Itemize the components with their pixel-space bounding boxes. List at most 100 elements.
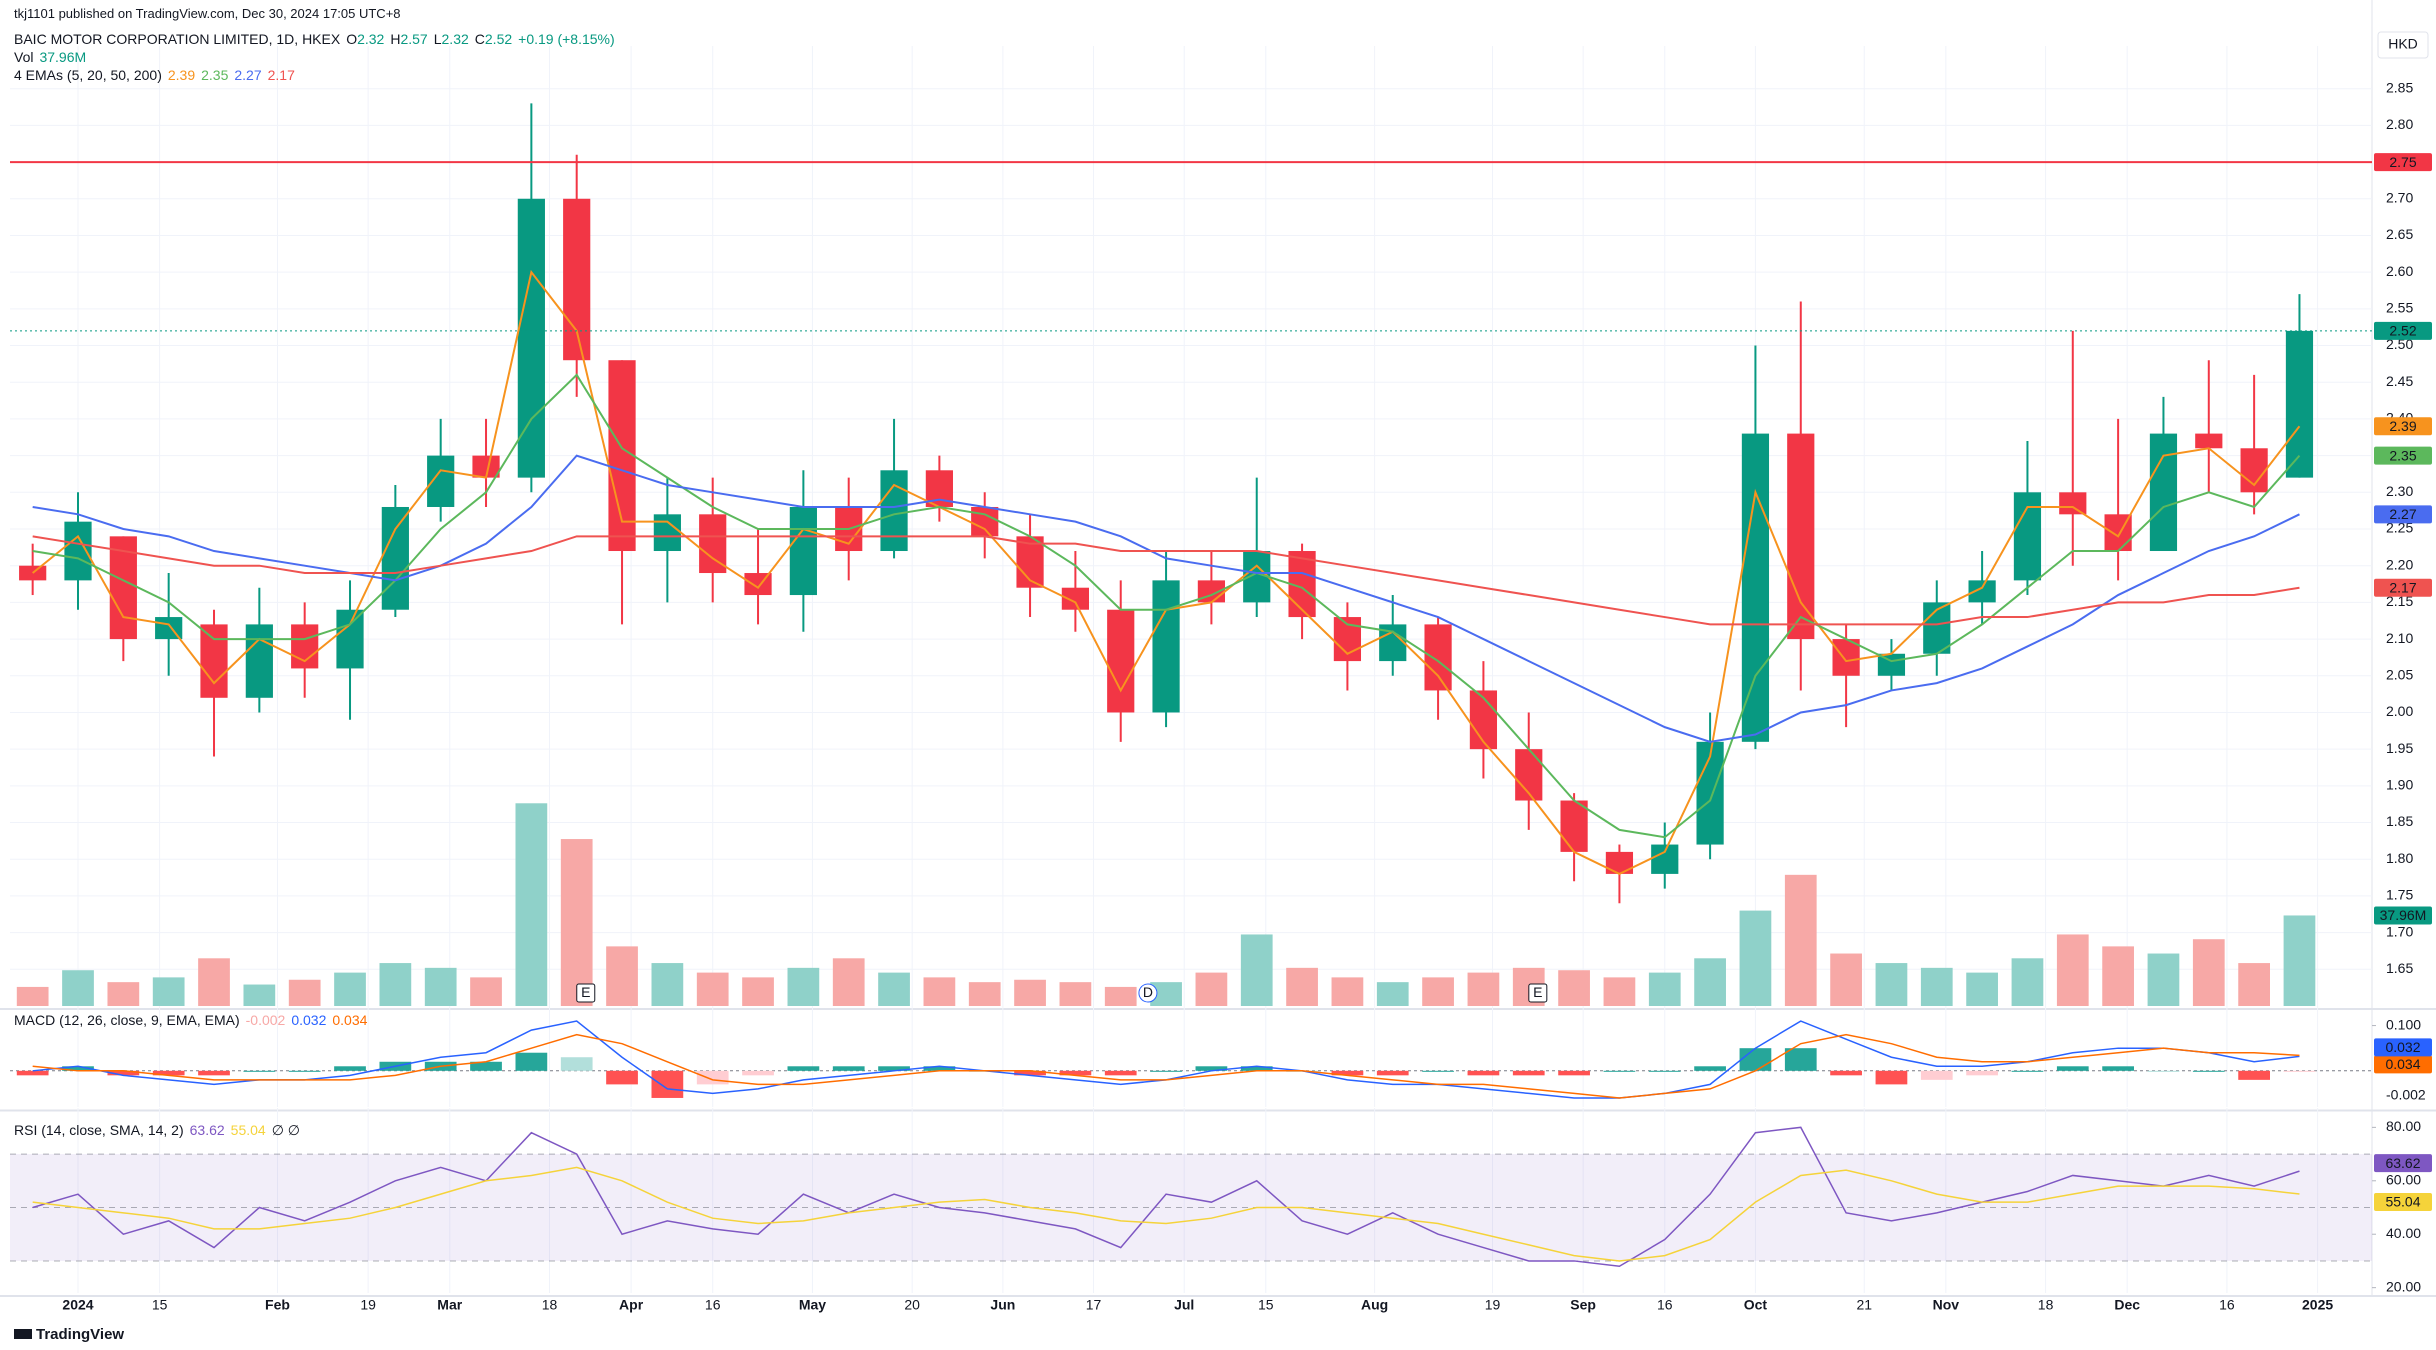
candle-body [1787, 433, 1815, 640]
volume-bar [515, 803, 548, 1006]
volume-bar [1558, 970, 1590, 1006]
volume-bar [787, 967, 820, 1006]
candle-body [200, 624, 228, 698]
volume-bar [288, 979, 321, 1006]
volume-name: Vol [14, 49, 34, 65]
volume-bar [62, 970, 94, 1006]
currency-box [2377, 31, 2429, 59]
price-badge [2374, 321, 2432, 340]
volume-bar [1603, 977, 1636, 1006]
volume-bar [1784, 874, 1817, 1006]
candle-body [1560, 800, 1588, 852]
volume-bar [1648, 972, 1681, 1006]
volume-bar [2147, 953, 2180, 1006]
x-tick-label: 2025 [2302, 1297, 2333, 1313]
footer-text: TradingView [36, 1326, 125, 1343]
candle-body [2149, 433, 2178, 552]
macd-histogram-bar [1920, 1070, 1953, 1080]
macd-histogram-bar [878, 1066, 910, 1071]
volume-bar [832, 958, 865, 1006]
price-badge [2374, 153, 2432, 172]
event-marker [576, 983, 596, 1003]
x-tick-label: 19 [360, 1297, 376, 1313]
price-badge [2374, 1038, 2432, 1057]
ema-value: 2.27 [234, 67, 262, 83]
ema-value: 2.39 [167, 67, 196, 83]
y-tick-label: 0.100 [2386, 1016, 2421, 1032]
candle-body [245, 624, 273, 698]
symbol-title: BAIC MOTOR CORPORATION LIMITED, 1D, HKEX [14, 31, 341, 47]
macd-histogram-bar [2011, 1070, 2044, 1072]
volume-value: 37.96M [39, 49, 87, 65]
price-badge [2374, 1193, 2432, 1212]
y-tick-label: 20.00 [2386, 1278, 2421, 1294]
candle-body [1605, 851, 1634, 874]
macd-histogram-bar [1558, 1070, 1590, 1076]
x-tick-label: 16 [1657, 1297, 1673, 1313]
macd-histogram-bar [1739, 1048, 1772, 1071]
volume-bar [1920, 967, 1953, 1006]
y-tick-label: 2.85 [2386, 79, 2413, 95]
ema-line [32, 535, 2300, 626]
y-tick-label: 1.85 [2386, 813, 2413, 829]
candle-body [971, 506, 999, 537]
ema-line [32, 373, 2301, 839]
footer: TradingView [14, 1326, 130, 1343]
macd-histogram-bar [515, 1052, 548, 1071]
x-tick-label: 16 [705, 1297, 721, 1313]
macd-histogram-bar [1104, 1070, 1137, 1076]
volume-bar [1059, 982, 1092, 1006]
price-badge [2374, 446, 2432, 465]
quote-value: 2.57 [400, 31, 428, 47]
macd-histogram-bar [334, 1066, 366, 1071]
quote-value: 2.32 [441, 31, 469, 47]
ema-row: 4 EMAs (5, 20, 50, 200) 2.39 2.35 2.27 2.17 [14, 67, 301, 83]
macd-histogram-bar [832, 1066, 865, 1071]
macd-histogram-bar [1195, 1066, 1228, 1071]
volume-bar [2011, 958, 2044, 1006]
volume-bar [1739, 910, 1772, 1006]
macd-value: 0.032 [291, 1012, 327, 1028]
macd-histogram-bar [1694, 1066, 1726, 1071]
x-tick-label: 21 [1856, 1297, 1872, 1313]
quote-label: C [474, 31, 485, 47]
macd-histogram-bar [288, 1070, 321, 1072]
candle-body [1061, 587, 1089, 610]
event-marker [1528, 983, 1548, 1003]
macd-histogram-bar [1059, 1070, 1092, 1076]
candle-body [1832, 639, 1860, 676]
price-badge-label: 2.39 [2389, 418, 2416, 434]
quote-value: 2.52 [484, 31, 513, 47]
price-badge-label: 0.034 [2385, 1056, 2420, 1072]
x-tick-label: Oct [1744, 1297, 1768, 1313]
volume-bar [968, 982, 1001, 1006]
price-badge-label: 2.17 [2389, 579, 2416, 595]
macd-histogram-bar [2147, 1070, 2180, 1072]
candle-body [2285, 330, 2314, 478]
macd-histogram-bar [560, 1057, 593, 1071]
ema-line [32, 454, 2300, 743]
macd-histogram-bar [470, 1061, 502, 1071]
macd-histogram-bar [651, 1070, 684, 1098]
macd-histogram-bar [2192, 1070, 2225, 1072]
y-tick-label: 2.25 [2386, 520, 2413, 536]
volume-bar [696, 972, 729, 1006]
price-badge [2374, 1154, 2432, 1173]
macd-histogram-bar [1014, 1070, 1046, 1076]
quote-value: 2.32 [357, 31, 385, 47]
rsi-value: 63.62 [189, 1122, 225, 1138]
price-badge-label: 2.52 [2389, 323, 2416, 339]
y-tick-label: 1.80 [2386, 850, 2413, 866]
macd-title: MACD (12, 26, close, 9, EMA, EMA) [14, 1012, 240, 1028]
rsi-extra: ∅ ∅ [271, 1122, 300, 1138]
macd-histogram-bar [696, 1070, 729, 1085]
macd-hist-value: -0.002 [245, 1012, 286, 1028]
volume-bar [1331, 977, 1364, 1006]
rsi-value: 55.04 [230, 1122, 266, 1138]
y-tick-label: 60.00 [2386, 1171, 2421, 1187]
price-badge-label: 0.032 [2385, 1039, 2420, 1055]
candle-body [789, 506, 817, 596]
x-tick-label: Nov [1933, 1297, 1960, 1313]
macd-histogram-bar [1422, 1070, 1454, 1072]
price-badge-label: 37.96M [2380, 907, 2427, 923]
